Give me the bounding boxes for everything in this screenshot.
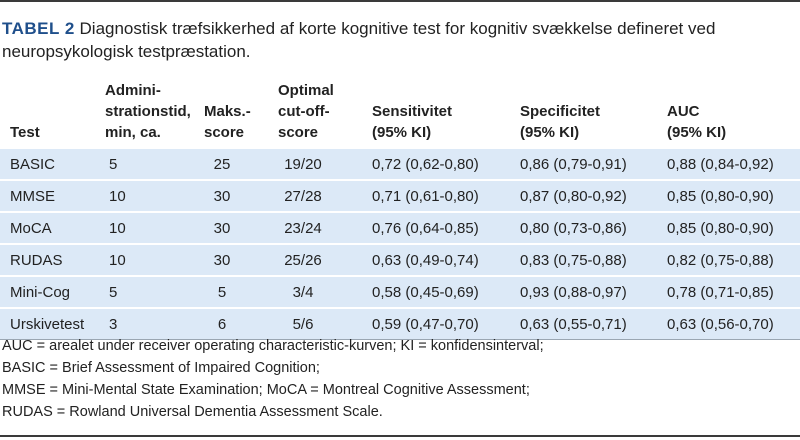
table-label: TABEL 2 [2,19,75,38]
table-caption-text: Diagnostisk træfsikkerhed af korte kogni… [2,19,716,61]
footnote-line: RUDAS = Rowland Universal Dementia Asses… [2,404,383,420]
header-sensitivity: Sensitivitet (95% KI) [372,103,453,141]
cell-specificity: 0,93 (0,88-0,97) [510,275,657,308]
cell-sensitivity: 0,58 (0,45-0,69) [362,275,510,308]
cell-maks: 30 [202,243,276,276]
cell-admin: 10 [95,243,202,276]
cell-admin: 5 [95,275,202,308]
footnote-line: MMSE = Mini-Mental State Examination; Mo… [2,382,530,398]
cell-admin: 5 [95,147,202,180]
cell-cutoff: 27/28 [276,179,362,212]
cell-maks: 5 [202,275,276,308]
table-row: RUDAS 10 30 25/26 0,63 (0,49-0,74) 0,83 … [0,243,800,276]
cell-auc: 0,88 (0,84-0,92) [657,147,800,180]
cell-test: Urskivetest [0,307,95,340]
cell-maks: 6 [202,307,276,340]
cell-test: Mini-Cog [0,275,95,308]
cell-test: MoCA [0,211,95,244]
cell-maks: 30 [202,179,276,212]
table-caption: TABEL 2 Diagnostisk træfsikkerhed af kor… [2,17,798,63]
cell-specificity: 0,63 (0,55-0,71) [510,307,657,340]
cell-auc: 0,63 (0,56-0,70) [657,307,800,340]
footnote-line: AUC = arealet under receiver operating c… [2,338,544,354]
cell-sensitivity: 0,71 (0,61-0,80) [362,179,510,212]
cell-admin: 10 [95,179,202,212]
cell-cutoff: 25/26 [276,243,362,276]
cell-specificity: 0,86 (0,79-0,91) [510,147,657,180]
cell-cutoff: 3/4 [276,275,362,308]
footnote-line: BASIC = Brief Assessment of Impaired Cog… [2,360,320,376]
cell-auc: 0,85 (0,80-0,90) [657,211,800,244]
cell-admin: 3 [95,307,202,340]
cell-specificity: 0,83 (0,75-0,88) [510,243,657,276]
cell-sensitivity: 0,76 (0,64-0,85) [362,211,510,244]
table-row: BASIC 5 25 19/20 0,72 (0,62-0,80) 0,86 (… [0,147,800,180]
cell-test: RUDAS [0,243,95,276]
bottom-rule [0,435,800,437]
cell-cutoff: 19/20 [276,147,362,180]
cell-admin: 10 [95,211,202,244]
header-admin: Admini-strationstid, min, ca. [105,82,191,141]
cell-maks: 25 [202,147,276,180]
cell-sensitivity: 0,63 (0,49-0,74) [362,243,510,276]
table-footnotes: AUC = arealet under receiver operating c… [2,335,798,423]
cell-auc: 0,85 (0,80-0,90) [657,179,800,212]
header-cutoff: Optimal cut-off-score [278,82,334,141]
header-specificity: Specificitet (95% KI) [520,103,601,141]
top-rule [0,0,800,2]
cell-test: MMSE [0,179,95,212]
cell-maks: 30 [202,211,276,244]
table-row: Mini-Cog 5 5 3/4 0,58 (0,45-0,69) 0,93 (… [0,275,800,308]
cell-sensitivity: 0,72 (0,62-0,80) [362,147,510,180]
cell-cutoff: 5/6 [276,307,362,340]
table-row: MMSE 10 30 27/28 0,71 (0,61-0,80) 0,87 (… [0,179,800,212]
cell-test: BASIC [0,147,95,180]
accuracy-table: Test Admini-strationstid, min, ca. Maks.-… [0,80,800,340]
table-row: MoCA 10 30 23/24 0,76 (0,64-0,85) 0,80 (… [0,211,800,244]
cell-auc: 0,82 (0,75-0,88) [657,243,800,276]
cell-auc: 0,78 (0,71-0,85) [657,275,800,308]
cell-cutoff: 23/24 [276,211,362,244]
table-row: Urskivetest 3 6 5/6 0,59 (0,47-0,70) 0,6… [0,307,800,340]
header-test: Test [10,124,40,141]
header-row: Test Admini-strationstid, min, ca. Maks.-… [0,80,800,148]
cell-specificity: 0,80 (0,73-0,86) [510,211,657,244]
header-maks: Maks.- score [204,103,251,141]
cell-sensitivity: 0,59 (0,47-0,70) [362,307,510,340]
header-auc: AUC (95% KI) [667,103,727,141]
cell-specificity: 0,87 (0,80-0,92) [510,179,657,212]
